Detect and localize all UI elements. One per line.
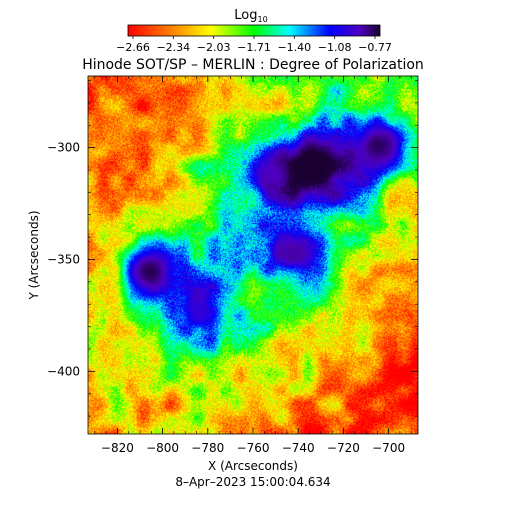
colorbar-label: Log10 bbox=[234, 8, 267, 24]
y-tick-label: −400 bbox=[47, 364, 80, 378]
x-tick-label: −720 bbox=[327, 441, 360, 455]
timestamp: 8–Apr–2023 15:00:04.634 bbox=[175, 475, 330, 489]
colorbar-tick-label: −1.40 bbox=[277, 41, 311, 54]
x-tick-label: −800 bbox=[146, 441, 179, 455]
colorbar bbox=[127, 24, 381, 37]
y-tick-label: −350 bbox=[47, 252, 80, 266]
y-axis-label: Y (Arcseconds) bbox=[27, 210, 41, 300]
x-tick-label: −760 bbox=[237, 441, 270, 455]
colorbar-tick-label: −0.77 bbox=[358, 41, 392, 54]
colorbar-tick-label: −2.66 bbox=[116, 41, 150, 54]
y-tick-label: −300 bbox=[47, 141, 80, 155]
y-axis: −300 −350 −400 bbox=[47, 80, 418, 417]
colorbar-tick-label: −1.71 bbox=[237, 41, 271, 54]
heatmap-image bbox=[88, 76, 418, 434]
x-axis-label: X (Arcseconds) bbox=[208, 459, 298, 473]
x-tick-label: −700 bbox=[372, 441, 405, 455]
x-tick-label: −780 bbox=[191, 441, 224, 455]
colorbar-tick-label: −1.08 bbox=[318, 41, 352, 54]
colorbar-ticks: −2.66 −2.34 −2.03 −1.71 −1.40 −1.08 −0.77 bbox=[116, 36, 392, 54]
chart-title: Hinode SOT/SP – MERLIN : Degree of Polar… bbox=[82, 57, 424, 73]
colorbar-tick-label: −2.03 bbox=[197, 41, 231, 54]
colorbar-tick-label: −2.34 bbox=[156, 41, 190, 54]
x-tick-label: −740 bbox=[282, 441, 315, 455]
x-tick-label: −820 bbox=[101, 441, 134, 455]
x-axis: −820 −800 −780 −760 −740 −720 −700 bbox=[94, 76, 412, 455]
